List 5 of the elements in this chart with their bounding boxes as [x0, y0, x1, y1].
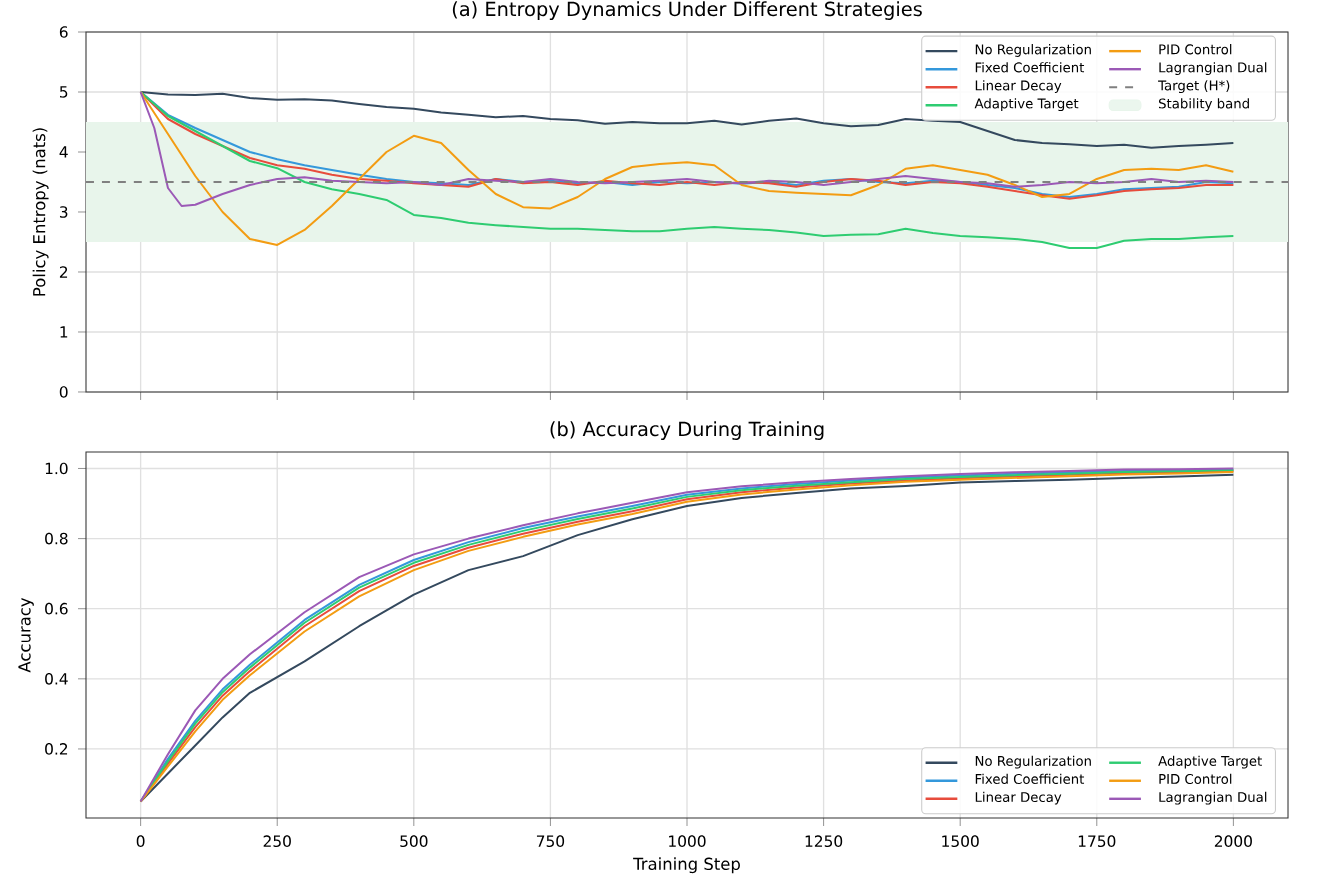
x-axis-title: Training Step	[633, 857, 740, 874]
y-axis-title: Accuracy	[18, 597, 34, 673]
y-axis-title: Policy Entropy (nats)	[32, 128, 49, 296]
chart-title: (a) Entropy Dynamics Under Different Strategies	[452, 1, 922, 21]
chart-title: (b) Accuracy During Training	[550, 421, 824, 441]
